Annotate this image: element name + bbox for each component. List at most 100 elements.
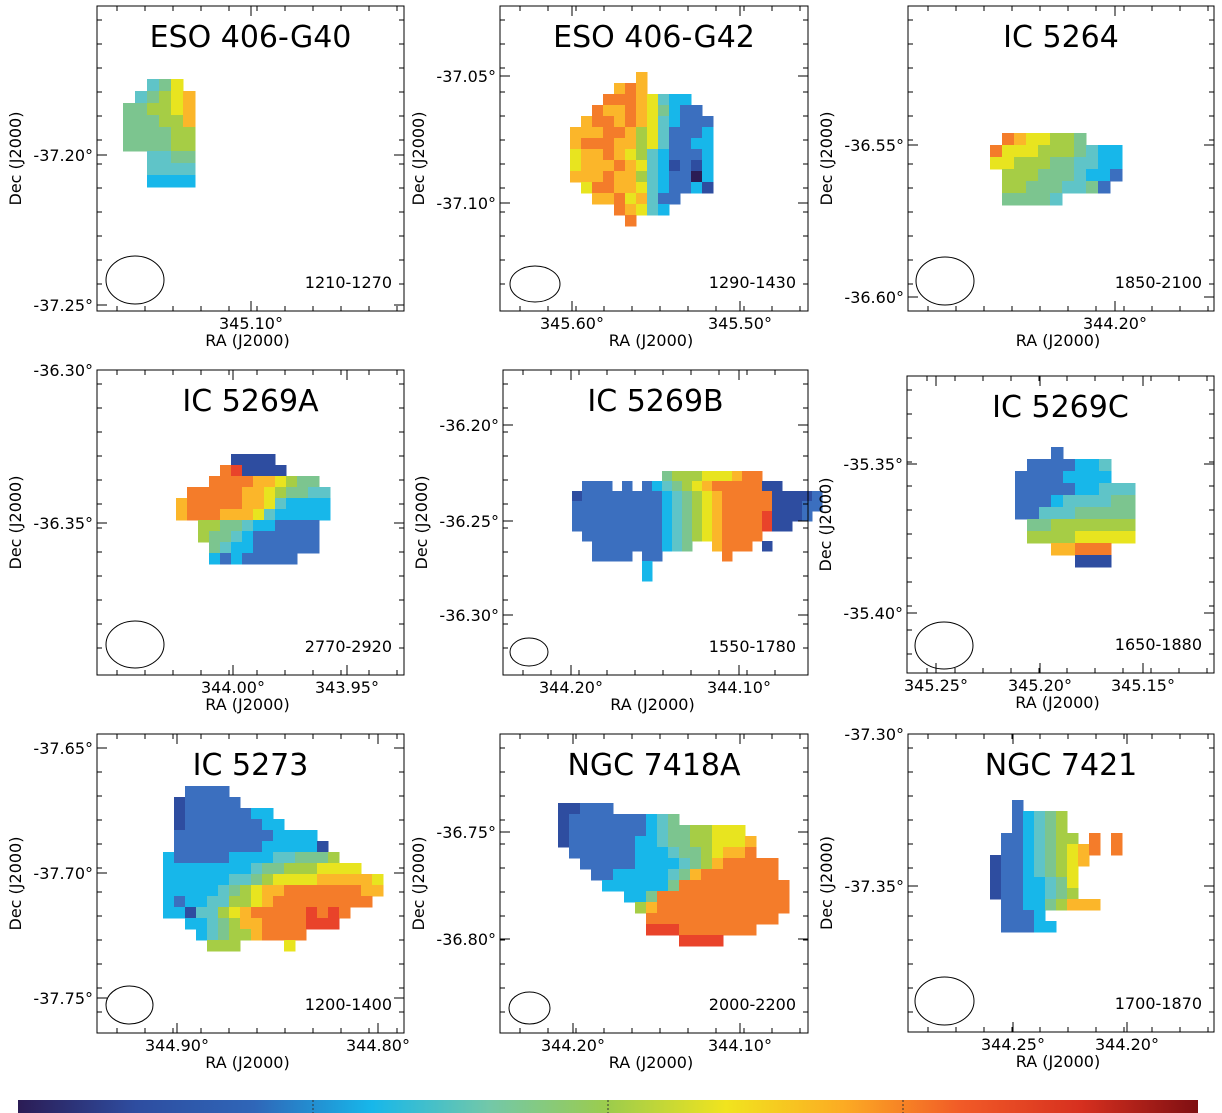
map-pixel (253, 454, 265, 466)
plot-frame (907, 733, 1215, 1033)
map-pixel (174, 896, 186, 908)
map-pixel (692, 471, 703, 482)
map-pixel (635, 902, 647, 914)
map-pixel (603, 105, 615, 117)
map-pixel (603, 116, 615, 128)
map-pixel (295, 907, 307, 919)
map-pixel (592, 531, 603, 542)
map-pixel (196, 808, 208, 820)
map-pixel (702, 521, 713, 532)
map-pixel (286, 553, 298, 565)
map-pixel (218, 819, 230, 831)
map-pixel (229, 929, 241, 941)
map-pixel (669, 160, 681, 172)
map-pixel (712, 924, 724, 936)
map-pixel (231, 509, 243, 521)
map-pixel (767, 913, 779, 925)
map-pixel (658, 127, 670, 139)
map-pixel (1038, 193, 1051, 206)
map-pixel (317, 863, 329, 875)
y-axis-label: Dec (J2000) (6, 837, 25, 931)
map-pixel (147, 79, 160, 92)
map-pixel (592, 182, 604, 194)
x-tick-label: 344.10° (707, 678, 771, 697)
x-tick-label: 345.10° (219, 314, 283, 333)
map-pixel (580, 825, 592, 837)
map-pixel (712, 531, 723, 542)
map-pixel (196, 841, 208, 853)
panel-title: IC 5269A (182, 384, 319, 419)
x-tick-label: 345.15° (1111, 676, 1175, 695)
map-pixel (317, 874, 329, 886)
map-pixel (1001, 877, 1013, 889)
map-pixel (732, 471, 743, 482)
map-pixel (635, 880, 647, 892)
map-pixel (570, 149, 582, 161)
map-pixel (218, 797, 230, 809)
map-pixel (592, 501, 603, 512)
map-pixel (792, 511, 803, 522)
map-pixel (990, 855, 1002, 867)
map-pixel (251, 885, 263, 897)
map-pixel (273, 874, 285, 886)
velocity-range-label: 1850-2100 (1115, 273, 1202, 292)
map-pixel (582, 531, 593, 542)
map-pixel (218, 786, 230, 798)
map-pixel (286, 476, 298, 488)
map-pixel (1023, 921, 1035, 933)
map-pixel (1111, 507, 1124, 520)
map-pixel (614, 94, 626, 106)
map-pixel (1045, 833, 1057, 845)
map-pixel (612, 551, 623, 562)
map-pixel (712, 541, 723, 552)
map-pixel (723, 913, 735, 925)
y-tick-label: -37.70° (33, 864, 93, 883)
map-pixel (1045, 844, 1057, 856)
map-pixel (1123, 531, 1136, 544)
velocity-map (163, 786, 384, 952)
map-pixel (1099, 471, 1112, 484)
map-pixel (680, 149, 692, 161)
map-pixel (361, 874, 373, 886)
map-pixel (183, 139, 196, 152)
map-pixel (264, 531, 276, 543)
map-pixel (723, 902, 735, 914)
map-pixel (742, 511, 753, 522)
map-pixel (990, 145, 1003, 158)
map-pixel (275, 531, 287, 543)
map-pixel (722, 521, 733, 532)
map-pixel (702, 171, 714, 183)
map-pixel (592, 481, 603, 492)
map-pixel (723, 847, 735, 859)
map-pixel (1067, 844, 1079, 856)
map-pixel (1023, 910, 1035, 922)
map-pixel (1023, 844, 1035, 856)
y-tick-label: -36.75° (436, 823, 496, 842)
map-pixel (625, 215, 637, 227)
map-pixel (159, 151, 172, 164)
map-pixel (712, 847, 724, 859)
map-pixel (647, 182, 659, 194)
map-pixel (251, 929, 263, 941)
map-pixel (636, 94, 648, 106)
beam-ellipse (105, 620, 165, 669)
map-pixel (262, 918, 274, 930)
map-pixel (123, 103, 136, 116)
axis-ticks (503, 370, 808, 675)
map-pixel (742, 481, 753, 492)
map-pixel (672, 471, 683, 482)
map-pixel (1086, 181, 1099, 194)
map-pixel (147, 115, 160, 128)
map-pixel (646, 814, 658, 826)
map-pixel (624, 869, 636, 881)
map-pixel (712, 481, 723, 492)
map-pixel (622, 501, 633, 512)
map-pixel (1012, 888, 1024, 900)
map-pixel (242, 465, 254, 477)
map-pixel (624, 891, 636, 903)
map-pixel (558, 825, 570, 837)
map-pixel (286, 531, 298, 543)
map-pixel (1089, 844, 1101, 856)
map-pixel (147, 175, 160, 188)
map-pixel (1063, 495, 1076, 508)
